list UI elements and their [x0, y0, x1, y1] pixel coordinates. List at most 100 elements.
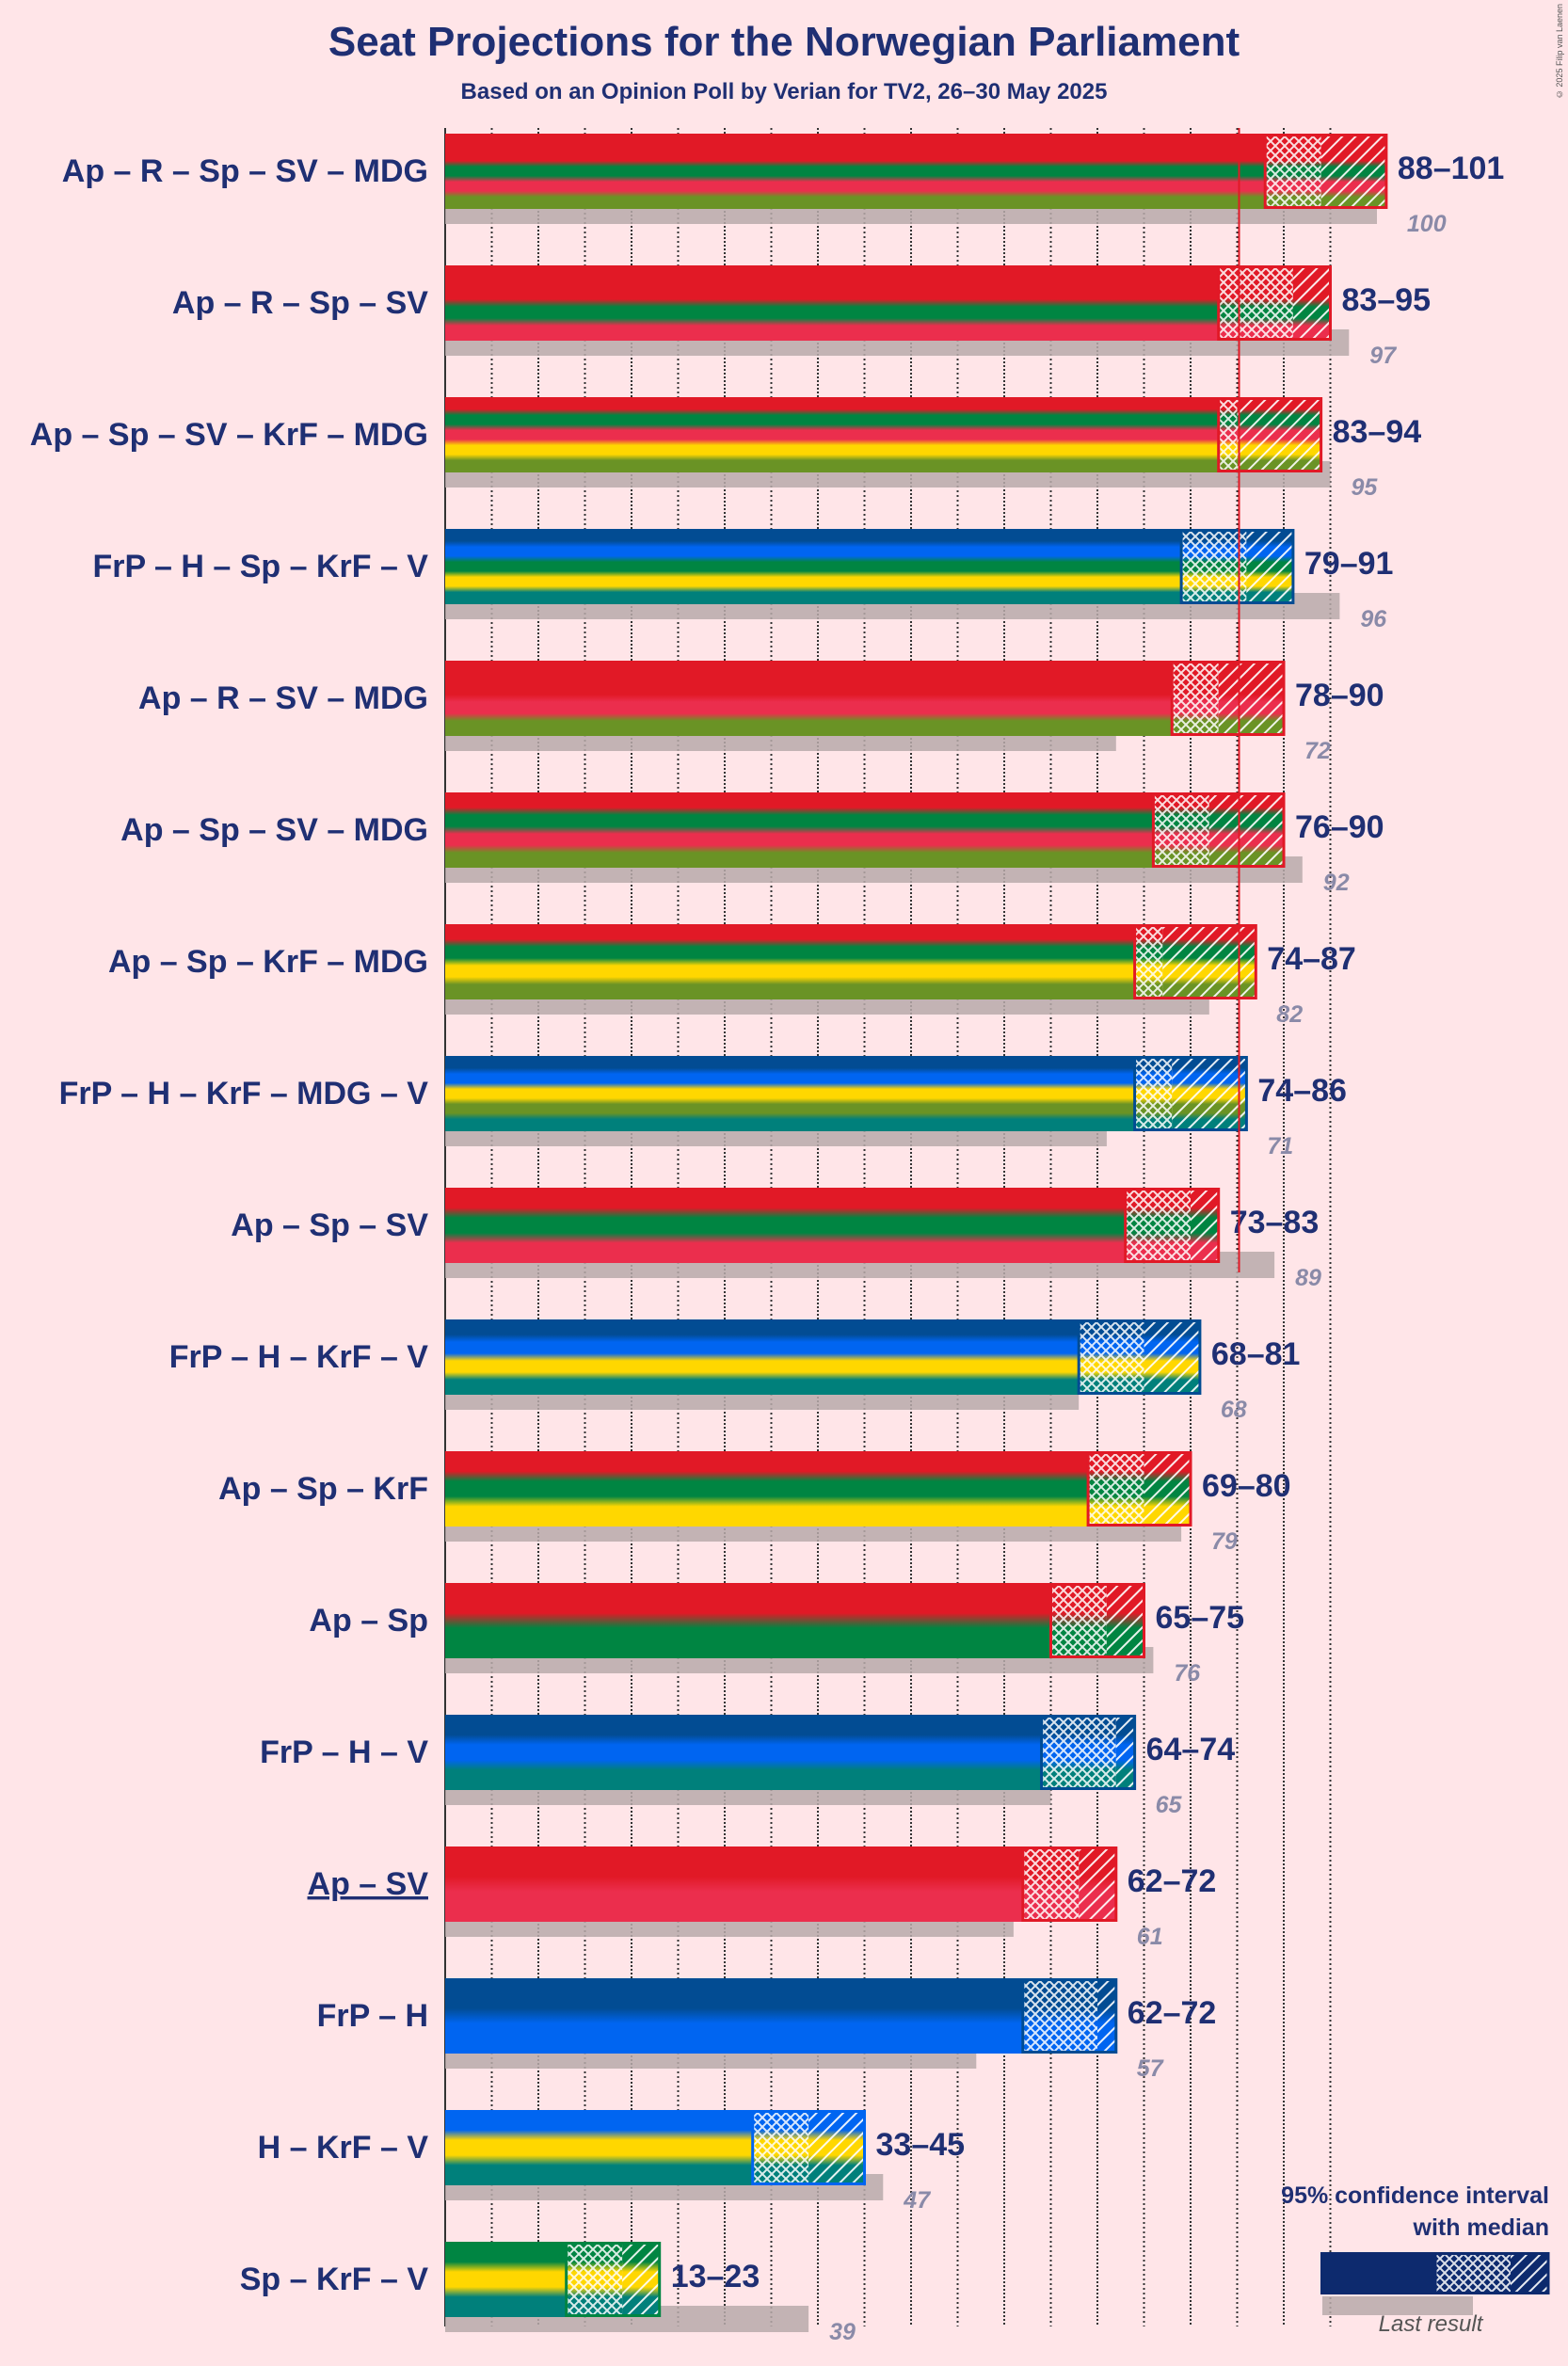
- coalition-label: Ap – Sp – SV – KrF – MDG: [30, 417, 428, 453]
- ci-outline: [1217, 397, 1323, 472]
- chart-title: Seat Projections for the Norwegian Parli…: [328, 19, 1240, 65]
- coalition-bar-solid: [445, 792, 1154, 868]
- coalition-row: Sp – KrF – V 13–23 39: [240, 2242, 856, 2345]
- ci-outline: [1133, 1056, 1248, 1131]
- last-result-label: 76: [1174, 1660, 1201, 1687]
- range-label: 76–90: [1295, 809, 1384, 845]
- coalition-label: Ap – Sp – SV: [231, 1207, 428, 1243]
- coalition-row: Ap – Sp – SV 73–83 89: [231, 1188, 1321, 1291]
- coalition-row: FrP – H – KrF – MDG – V 74–86 71: [59, 1056, 1347, 1159]
- ci-upper-hatch: [1218, 661, 1284, 736]
- legend-ci-upper-hatch: [1511, 2252, 1548, 2294]
- coalition-label: Ap – Sp – KrF: [218, 1471, 428, 1507]
- ci-upper-hatch: [1115, 1715, 1135, 1790]
- coalition-bar-solid: [445, 1978, 1023, 2054]
- range-label: 83–95: [1342, 282, 1432, 318]
- ci-lower-hatch: [752, 2110, 809, 2185]
- ci-outline: [1151, 792, 1286, 868]
- last-result-label: 79: [1211, 1528, 1238, 1555]
- range-label: 68–81: [1211, 1336, 1301, 1372]
- coalition-label: Ap – Sp – SV – MDG: [120, 812, 428, 848]
- coalition-bar-solid: [445, 1188, 1126, 1263]
- coalition-bar-solid: [445, 529, 1182, 604]
- last-result-label: 47: [903, 2187, 931, 2214]
- range-label: 64–74: [1146, 1732, 1236, 1767]
- coalition-bar-solid: [445, 924, 1135, 999]
- coalition-label: FrP – H – KrF – V: [169, 1339, 429, 1375]
- last-result-label: 57: [1137, 2055, 1164, 2082]
- legend-median-swatch: [1320, 2252, 1435, 2294]
- coalition-bar-solid: [445, 1056, 1135, 1131]
- range-label: 74–86: [1257, 1073, 1347, 1109]
- coalition-label: Sp – KrF – V: [240, 2262, 429, 2297]
- last-result-label: 65: [1156, 1792, 1183, 1818]
- coalition-label: FrP – H: [317, 1998, 428, 2034]
- chart-subtitle: Based on an Opinion Poll by Verian for T…: [460, 79, 1108, 104]
- legend-title: 95% confidence interval with median: [1281, 2180, 1549, 2244]
- last-result-label: 95: [1352, 474, 1379, 501]
- coalition-label: Ap – R – SV – MDG: [138, 680, 428, 716]
- ci-lower-hatch: [1172, 661, 1219, 736]
- ci-upper-hatch: [1172, 1056, 1247, 1131]
- coalition-label: Ap – SV: [308, 1866, 429, 1902]
- coalition-row: Ap – Sp – KrF – MDG 74–87 82: [108, 924, 1356, 1028]
- coalition-row: FrP – H 62–72 57: [317, 1978, 1216, 2082]
- legend-title-line2: with median: [1413, 2214, 1549, 2241]
- coalition-row: Ap – R – SV – MDG 78–90 72: [138, 661, 1384, 764]
- ci-upper-hatch: [1246, 529, 1293, 604]
- legend-title-line1: 95% confidence interval: [1281, 2182, 1549, 2209]
- legend-last-swatch: [1322, 2296, 1473, 2315]
- ci-outline: [1133, 924, 1257, 999]
- ci-upper-hatch: [1292, 265, 1331, 341]
- ci-upper-hatch: [1079, 1846, 1116, 1922]
- ci-lower-hatch: [1265, 134, 1321, 209]
- coalition-bar-solid: [445, 2110, 753, 2185]
- range-label: 62–72: [1128, 1863, 1217, 1899]
- ci-lower-hatch: [566, 2242, 623, 2317]
- ci-outline: [1040, 1715, 1137, 1790]
- coalition-row: Ap – Sp 65–75 76: [309, 1583, 1244, 1687]
- last-result-label: 39: [829, 2319, 856, 2345]
- coalition-bar-solid: [445, 1319, 1080, 1395]
- ci-lower-hatch: [1088, 1451, 1144, 1527]
- ci-outline: [1217, 265, 1332, 341]
- ci-outline: [751, 2110, 867, 2185]
- range-label: 65–75: [1156, 1600, 1245, 1636]
- ci-outline: [1077, 1319, 1202, 1395]
- coalition-row: Ap – R – Sp – SV 83–95 97: [172, 265, 1431, 369]
- last-result-label: 96: [1360, 606, 1387, 632]
- last-result-label: 100: [1407, 211, 1447, 237]
- last-result-label: 97: [1369, 343, 1397, 369]
- ci-upper-hatch: [1097, 1978, 1116, 2054]
- ci-lower-hatch: [1079, 1319, 1144, 1395]
- range-label: 73–83: [1230, 1205, 1320, 1240]
- ci-upper-hatch: [1320, 134, 1386, 209]
- coalition-bar-solid: [445, 397, 1219, 472]
- ci-outline: [565, 2242, 662, 2317]
- range-label: 79–91: [1304, 546, 1394, 582]
- ci-outline: [1021, 1846, 1118, 1922]
- range-label: 33–45: [876, 2127, 966, 2163]
- coalition-row: Ap – Sp – KrF 69–80 79: [218, 1451, 1291, 1555]
- last-result-label: 82: [1276, 1001, 1303, 1028]
- coalition-bar-solid: [445, 1583, 1051, 1658]
- last-result-label: 68: [1221, 1397, 1247, 1423]
- coalition-bar-solid: [445, 661, 1173, 736]
- range-label: 78–90: [1295, 678, 1384, 713]
- ci-upper-hatch: [808, 2110, 865, 2185]
- ci-lower-hatch: [1050, 1583, 1107, 1658]
- ci-upper-hatch: [1144, 1451, 1191, 1527]
- ci-lower-hatch: [1125, 1188, 1191, 1263]
- coalition-label: Ap – R – Sp – SV – MDG: [62, 153, 428, 189]
- coalition-bar-solid: [445, 265, 1219, 341]
- legend-last-result: Last result: [1378, 2311, 1483, 2337]
- coalition-row: FrP – H – Sp – KrF – V 79–91 96: [92, 529, 1393, 632]
- ci-outline: [1021, 1978, 1118, 2054]
- range-label: 74–87: [1267, 941, 1356, 977]
- coalition-row: Ap – Sp – SV – MDG 76–90 92: [120, 792, 1384, 896]
- ci-outline: [1263, 134, 1388, 209]
- ci-outline: [1086, 1451, 1192, 1527]
- coalition-label: FrP – H – KrF – MDG – V: [59, 1076, 429, 1111]
